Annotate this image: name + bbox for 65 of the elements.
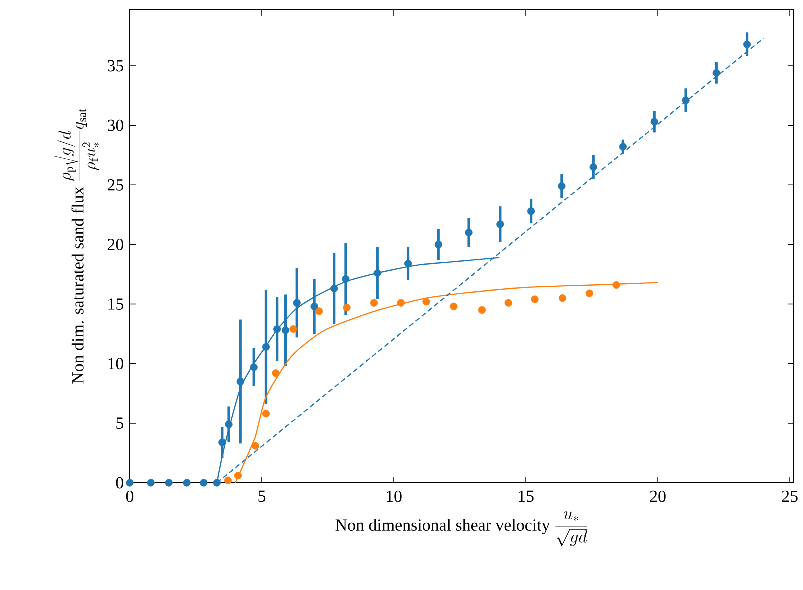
point — [370, 299, 378, 307]
point — [183, 479, 191, 487]
point — [650, 118, 658, 126]
point — [422, 298, 430, 306]
point — [743, 40, 752, 48]
point — [619, 143, 627, 151]
point — [293, 299, 301, 307]
y-tick-label: 5 — [116, 418, 124, 430]
point — [496, 220, 504, 228]
y-tick-label: 25 — [108, 179, 124, 191]
point — [282, 326, 290, 334]
point — [218, 438, 226, 446]
point — [465, 228, 473, 237]
point — [236, 378, 244, 386]
point — [558, 182, 566, 190]
point — [712, 69, 720, 77]
x-tick-label: 25 — [782, 490, 798, 502]
y-tick-label: 0 — [116, 477, 124, 489]
point — [531, 296, 539, 304]
point — [224, 476, 232, 484]
point — [262, 343, 270, 351]
point — [316, 308, 324, 316]
x-tick-label: 5 — [258, 490, 266, 502]
point — [478, 306, 486, 314]
x-tick-label: 0 — [126, 490, 134, 502]
point — [343, 304, 351, 312]
point — [234, 472, 242, 480]
point — [252, 442, 260, 450]
y-tick-label: 30 — [108, 120, 124, 132]
point — [225, 420, 233, 428]
point — [213, 479, 221, 487]
point — [147, 479, 155, 487]
point — [126, 479, 134, 487]
point — [330, 284, 338, 293]
point — [262, 410, 270, 418]
point — [528, 208, 536, 216]
point — [586, 290, 594, 298]
point — [310, 302, 318, 310]
point — [290, 326, 298, 334]
point — [272, 370, 280, 378]
point — [558, 294, 567, 302]
y-axis-title: $\mbox{Non dim. saturated sand flux }\frac{\rho_{\mathrm{p}}\sqrt{g/d}}{\rho_{\mathrm{f}}u_*^2}q_{\mathrm{sat}}$ — [54, 109, 100, 384]
point — [250, 364, 258, 372]
point — [612, 281, 620, 290]
point — [590, 163, 598, 172]
point — [504, 299, 512, 307]
point — [200, 479, 208, 487]
point — [434, 240, 442, 249]
y-tick-label: 35 — [108, 60, 124, 72]
y-tick-label: 20 — [108, 238, 124, 250]
line-series — [235, 282, 659, 483]
point — [274, 326, 282, 334]
x-axis-title: $\mbox{Non dimensional shear velocity }\frac{u_*}{\sqrt{gd}}$ — [336, 512, 588, 546]
x-tick-label: 15 — [519, 490, 534, 502]
point — [397, 299, 405, 307]
point — [404, 260, 412, 268]
x-tick-label: 10 — [387, 490, 402, 502]
y-tick-label: 15 — [108, 298, 124, 310]
point — [450, 302, 458, 310]
point — [342, 275, 350, 284]
point — [165, 479, 173, 487]
x-tick-label: 20 — [650, 490, 666, 502]
point — [374, 270, 382, 278]
point — [682, 96, 690, 104]
y-tick-label: 10 — [108, 358, 124, 370]
